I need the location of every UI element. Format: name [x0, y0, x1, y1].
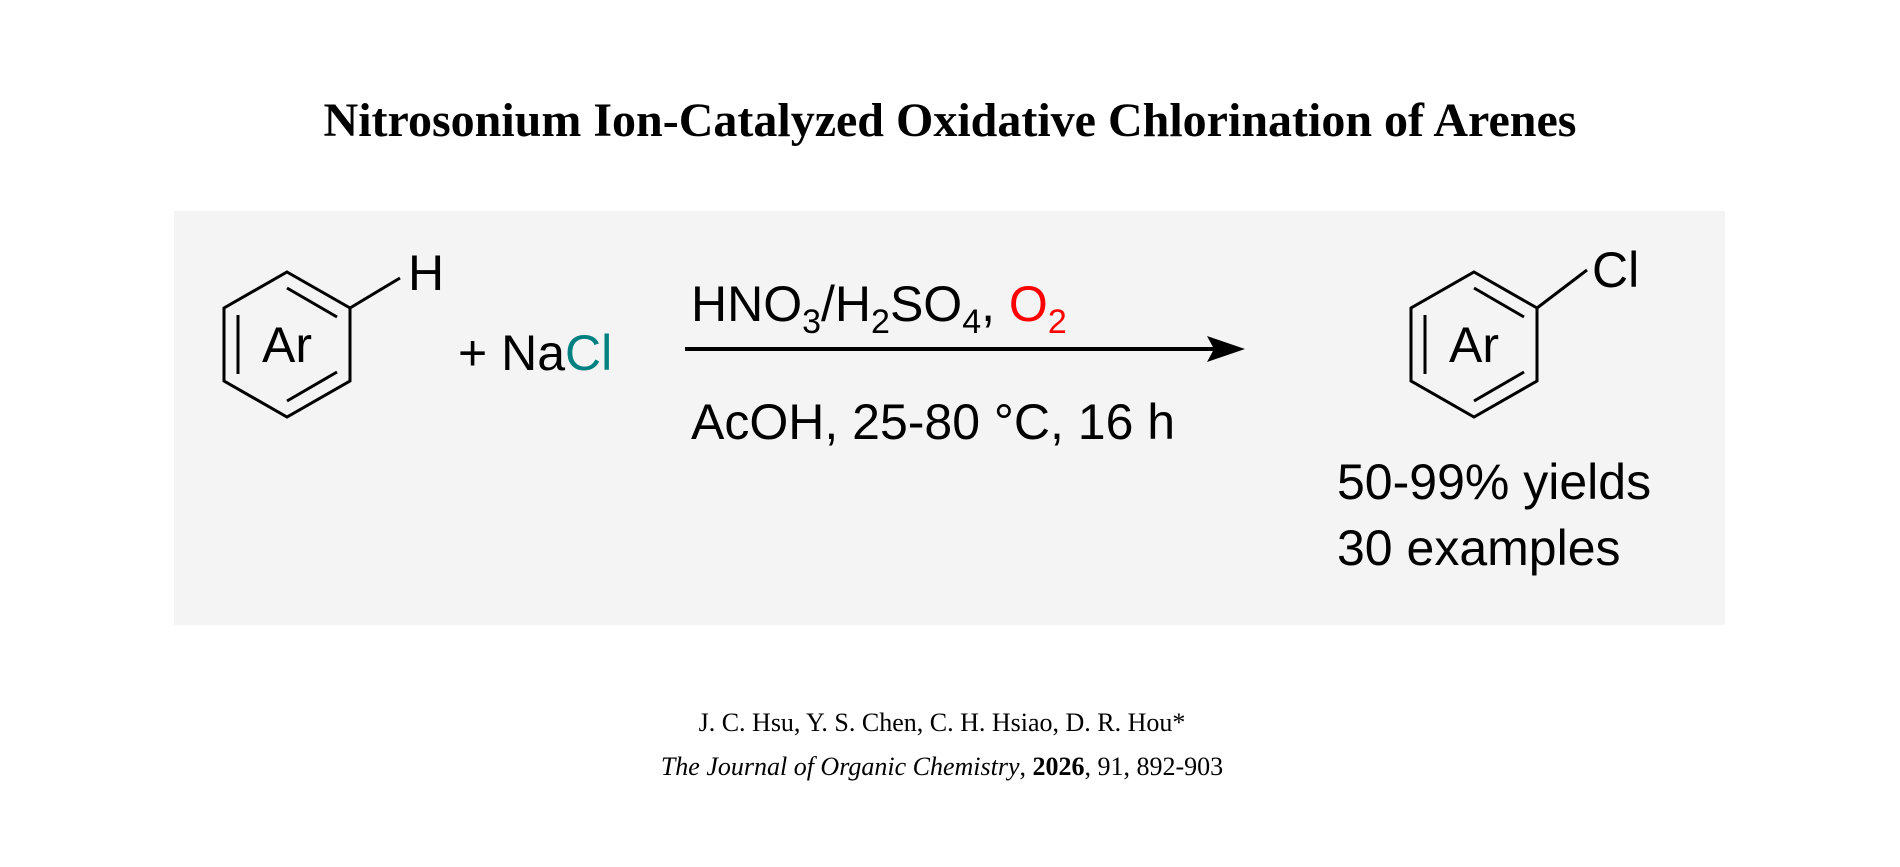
- product-arene: Ar Cl: [1409, 242, 1639, 419]
- reagent-nacl: + NaCl: [458, 325, 612, 381]
- conditions-bottom: AcOH, 25-80 °C, 16 h: [691, 394, 1175, 450]
- citation-journal: The Journal of Organic Chemistry, 2026, …: [661, 752, 1223, 781]
- product-ring-label: Ar: [1449, 317, 1499, 373]
- reactant-substituent-h: H: [408, 245, 444, 301]
- examples-text: 30 examples: [1337, 520, 1621, 576]
- citation-authors: J. C. Hsu, Y. S. Chen, C. H. Hsiao, D. R…: [699, 708, 1186, 737]
- reaction-panel: [174, 211, 1725, 625]
- product-substituent-cl: Cl: [1592, 242, 1639, 298]
- reactant-arene: Ar H: [222, 245, 444, 419]
- reaction-arrow-icon: [685, 336, 1245, 362]
- page-title: Nitrosonium Ion-Catalyzed Oxidative Chlo…: [324, 94, 1577, 147]
- conditions-top: HNO3/H2SO4, O2: [691, 276, 1067, 341]
- yields-text: 50-99% yields: [1337, 454, 1651, 510]
- reactant-ring-label: Ar: [262, 317, 312, 373]
